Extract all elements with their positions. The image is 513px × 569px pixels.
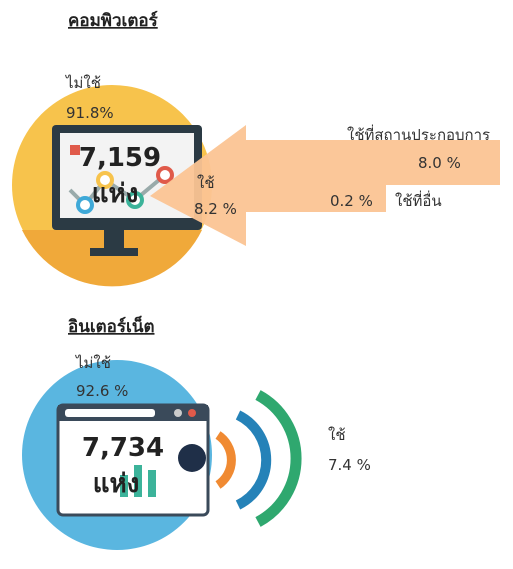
infographic: คอมพิวเตอร์ ไม่ใช้ 91.8% 7,159 แห่ง ใช้ …	[0, 0, 513, 565]
label: ใช้	[328, 426, 346, 444]
label: ใช้ที่อื่น	[395, 190, 442, 210]
unit: แห่ง	[92, 179, 139, 209]
wifi-arc	[238, 415, 266, 505]
value: 8.2 %	[194, 200, 237, 218]
title: อินเตอร์เน็ต	[68, 314, 155, 337]
btn	[174, 409, 182, 417]
bar-icon	[148, 470, 156, 497]
value: 92.6 %	[76, 382, 128, 400]
label: ไม่ใช้	[65, 74, 101, 92]
wifi-arc	[218, 435, 231, 485]
monitor-stand	[104, 230, 124, 250]
monitor-base	[90, 248, 138, 256]
count: 7,159	[79, 143, 161, 173]
count: 7,734	[82, 433, 164, 463]
label: ไม่ใช้	[75, 354, 111, 372]
value: 7.4 %	[328, 456, 371, 474]
url-bar	[65, 409, 155, 417]
wifi-dot	[178, 444, 206, 472]
page: {"computer": {"title": "คอมพิวเตอร์", "n…	[0, 0, 513, 565]
label: ใช้	[197, 174, 215, 192]
value: 0.2 %	[330, 192, 373, 210]
label: ใช้ที่สถานประกอบการ	[347, 124, 490, 144]
value: 8.0 %	[418, 154, 461, 172]
value: 91.8%	[66, 104, 114, 122]
dot	[78, 198, 92, 212]
unit: แห่ง	[93, 469, 140, 499]
btn	[188, 409, 196, 417]
title: คอมพิวเตอร์	[68, 10, 159, 31]
